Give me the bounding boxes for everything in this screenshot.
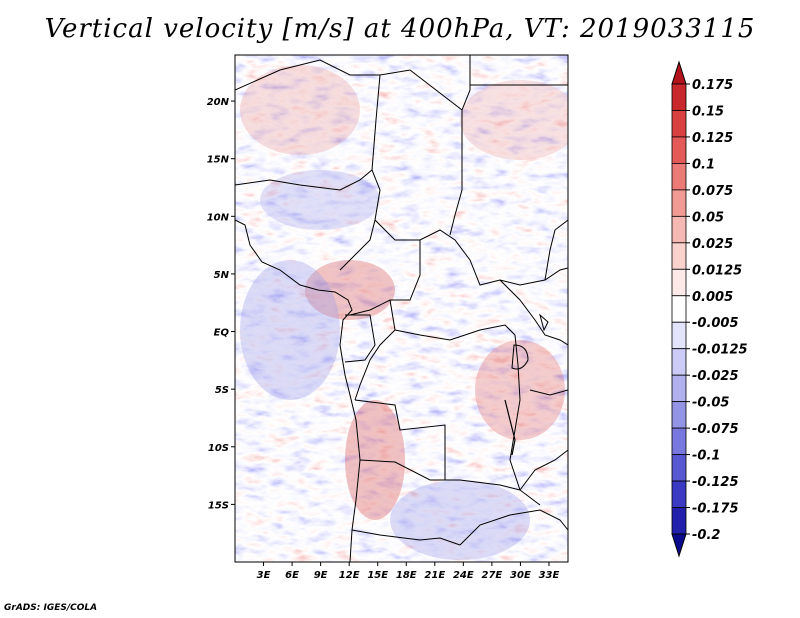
colorbar-min-triangle xyxy=(671,533,687,558)
colorbar-swatch xyxy=(671,242,687,270)
lon-tick-label: 27E xyxy=(482,570,503,581)
lon-tick-label: 21E xyxy=(424,570,445,581)
colorbar-label: -0.005 xyxy=(692,316,739,331)
colorbar-swatch xyxy=(671,83,687,111)
colorbar-label: -0.05 xyxy=(692,396,729,411)
lat-tick-label: 15N xyxy=(207,155,230,166)
colorbar-label: 0.1 xyxy=(692,157,715,172)
colorbar-label: -0.2 xyxy=(692,528,720,543)
colorbar-label: -0.125 xyxy=(692,475,739,490)
colorbar-label: 0.075 xyxy=(692,184,733,199)
lon-tick-label: 12E xyxy=(339,570,360,581)
chart-title: Vertical velocity [m/s] at 400hPa, VT: 2… xyxy=(44,14,756,44)
colorbar-swatch xyxy=(671,268,687,297)
colorbar-max-triangle xyxy=(671,60,687,85)
colorbar-label: 0.175 xyxy=(692,78,733,93)
lon-tick-label: 30E xyxy=(510,570,531,581)
colorbar-label: -0.0125 xyxy=(692,343,748,358)
colorbar-label: 0.0125 xyxy=(692,263,742,278)
colorbar-label: 0.05 xyxy=(692,210,724,225)
lat-tick-label: 10N xyxy=(207,212,230,223)
colorbar-swatch xyxy=(671,321,687,350)
credit-label: GrADS: IGES/COLA xyxy=(4,603,98,613)
lat-tick-label: 15S xyxy=(208,500,229,511)
lon-tick-label: 9E xyxy=(314,570,328,581)
lat-tick-label: 5S xyxy=(215,385,229,396)
colorbar-label: -0.1 xyxy=(692,449,720,464)
lat-tick-label: 10S xyxy=(208,443,229,454)
colorbar-swatch xyxy=(671,401,687,429)
lat-tick-label: 20N xyxy=(207,97,230,108)
colorbar-label: -0.175 xyxy=(692,502,739,517)
lon-tick-label: 33E xyxy=(539,570,560,581)
colorbar-swatch xyxy=(671,295,687,323)
colorbar-swatch xyxy=(671,163,687,191)
colorbar-swatch xyxy=(671,374,687,403)
vertical-velocity-field xyxy=(235,55,568,562)
map-frame xyxy=(234,54,569,563)
colorbar-swatch xyxy=(671,189,687,217)
lon-tick-label: 3E xyxy=(257,570,271,581)
colorbar-label: 0.005 xyxy=(692,290,733,305)
lon-tick-label: 18E xyxy=(396,570,417,581)
colorbar-swatch xyxy=(671,480,687,508)
colorbar-label: -0.075 xyxy=(692,422,739,437)
longitude-axis: 3E 6E 9E 12E 15E 18E 21E 24E 27E 30E 33E xyxy=(257,562,560,581)
colorbar-swatch xyxy=(671,507,687,535)
colorbar-swatch xyxy=(671,136,687,164)
lat-tick-label: EQ xyxy=(214,328,230,339)
lon-tick-label: 6E xyxy=(285,570,299,581)
colorbar-swatch xyxy=(671,110,687,138)
colorbar-swatch xyxy=(671,348,687,376)
colorbar-swatch xyxy=(671,427,687,455)
colorbar-label: 0.025 xyxy=(692,237,733,252)
latitude-axis: 20N 15N 10N 5N EQ 5S 10S 15S xyxy=(207,97,235,511)
lat-tick-label: 5N xyxy=(214,270,230,281)
colorbar: 0.175 0.15 0.125 0.1 0.075 0.05 0.025 0.0125 0.0… xyxy=(671,60,748,558)
colorbar-label: -0.025 xyxy=(692,369,739,384)
colorbar-label: 0.125 xyxy=(692,131,733,146)
colorbar-label: 0.15 xyxy=(692,104,724,119)
colorbar-swatch xyxy=(671,454,687,482)
lon-tick-label: 24E xyxy=(453,570,474,581)
country-borders xyxy=(235,55,568,562)
colorbar-swatch xyxy=(671,215,687,244)
lon-tick-label: 15E xyxy=(367,570,388,581)
